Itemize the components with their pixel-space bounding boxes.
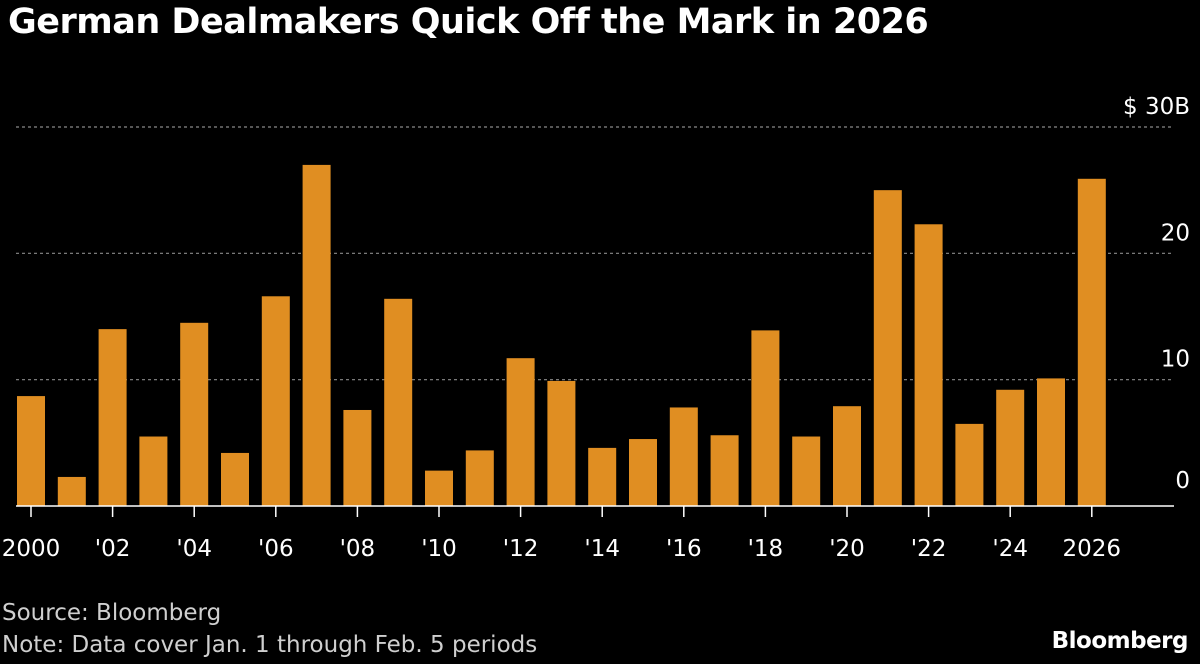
- bar-2000: [17, 396, 45, 506]
- x-tick-label: '24: [992, 536, 1028, 562]
- x-tick-label: '14: [584, 536, 620, 562]
- x-tick-label: '04: [176, 536, 212, 562]
- bar-2022: [914, 224, 943, 506]
- x-tick-label: '18: [748, 536, 784, 562]
- chart-title: German Dealmakers Quick Off the Mark in …: [8, 2, 929, 42]
- x-tick-label: '12: [503, 536, 539, 562]
- bar-2003: [139, 436, 168, 506]
- x-tick-label: '10: [421, 536, 457, 562]
- x-tick-label: '20: [829, 536, 865, 562]
- bar-2023: [955, 423, 984, 506]
- y-tick-label: 10: [1161, 347, 1190, 373]
- bar-2017: [710, 435, 739, 506]
- bar-2011: [465, 450, 494, 506]
- bar-2010: [425, 470, 453, 506]
- bar-2001: [57, 476, 86, 506]
- bar-2009: [384, 298, 413, 506]
- data-note: Note: Data cover Jan. 1 through Feb. 5 p…: [2, 632, 538, 658]
- bar-2016: [669, 407, 698, 506]
- x-tick-label: '08: [340, 536, 376, 562]
- bar-2020: [833, 406, 861, 506]
- bar-2019: [792, 436, 821, 506]
- brand-logo: Bloomberg: [1051, 628, 1189, 654]
- bar-2006: [261, 296, 290, 506]
- x-tick-label: 2026: [1063, 536, 1122, 562]
- bar-2021: [873, 190, 902, 506]
- x-tick-label: '16: [666, 536, 702, 562]
- x-tick-label: '22: [911, 536, 947, 562]
- bar-2025: [1037, 378, 1065, 506]
- y-tick-label: 20: [1161, 220, 1190, 246]
- x-tick-label: '02: [95, 536, 131, 562]
- bar-2004: [180, 322, 209, 506]
- bar-2024: [996, 389, 1025, 506]
- bar-2026: [1077, 178, 1106, 506]
- bar-2015: [629, 439, 657, 506]
- y-tick-label: 0: [1175, 468, 1190, 494]
- source-note: Source: Bloomberg: [2, 600, 222, 626]
- y-tick-label: $ 30B: [1123, 94, 1190, 120]
- bar-2008: [343, 409, 372, 506]
- bar-2005: [221, 452, 249, 506]
- x-tick-label: 2000: [2, 536, 61, 562]
- gridlines: [16, 126, 1174, 381]
- y-axis-labels: $ 30B 20 10 0: [1123, 94, 1190, 494]
- bar-2002: [98, 329, 127, 506]
- bar-2012: [506, 358, 535, 506]
- bar-2018: [751, 330, 780, 506]
- bars: [17, 164, 1106, 506]
- bar-2007: [302, 164, 331, 506]
- bar-2013: [547, 380, 576, 506]
- x-axis: 2000 '02 '04 '06 '08 '10 '12 '14 '16 '18 '20 '22 '24…: [2, 505, 1174, 562]
- x-tick-label: '06: [258, 536, 294, 562]
- bar-2014: [588, 447, 617, 506]
